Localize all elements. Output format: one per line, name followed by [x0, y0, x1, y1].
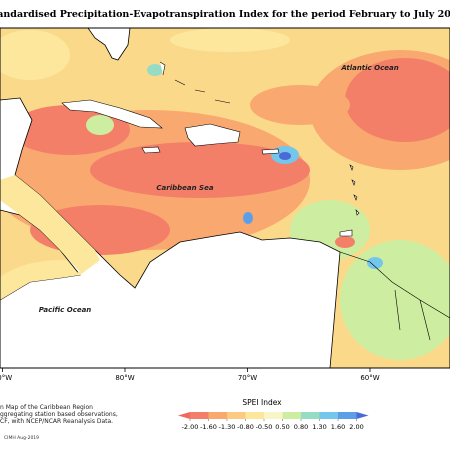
colorbar-label: -2.00 [182, 423, 199, 431]
note: CF, with NCEP/NCAR Reanalysis Data. [0, 418, 113, 425]
colorbar-label: 2.00 [349, 423, 363, 431]
colorbar-segment [208, 412, 227, 419]
colorbar-segment [338, 412, 357, 419]
note: ggregating station based observations, [0, 411, 118, 418]
colorbar-segment [245, 412, 264, 419]
colorbar-arrow [356, 412, 369, 419]
colorbar-label: -1.60 [200, 423, 217, 431]
map-frame [0, 27, 450, 369]
colorbar-segment [190, 412, 209, 419]
lon-label: 70°W [238, 374, 257, 382]
colorbar-segment [227, 412, 246, 419]
colorbar-label: -1.30 [219, 423, 236, 431]
colorbar-label: 0.80 [294, 423, 308, 431]
colorbar-segment [282, 412, 301, 419]
note: n Map of the Caribbean Region [0, 404, 93, 411]
credit: CIMH Aug-2019 [4, 435, 39, 441]
colorbar-arrow [178, 412, 190, 419]
ocean-label: Atlantic Ocean [340, 64, 398, 72]
colorbar-label: 1.30 [312, 423, 326, 431]
title: Standardised Precipitation-Evapotranspir… [0, 9, 450, 20]
colorbar-segment [301, 412, 320, 419]
legend-title: SPEI Index [242, 398, 282, 407]
ocean-label: Pacific Ocean [39, 306, 92, 314]
lon-label: 60°W [360, 374, 379, 382]
colorbar-label: 1.60 [331, 423, 345, 431]
colorbar-segment [264, 412, 283, 419]
lon-label: 90°W [0, 374, 12, 382]
colorbar-label: -0.80 [237, 423, 254, 431]
colorbar-label: 0.50 [275, 423, 289, 431]
map: Atlantic Ocean Caribbean Sea Pacific Oce… [0, 28, 450, 368]
colorbar-segment [319, 412, 338, 419]
sea-label: Caribbean Sea [156, 184, 213, 192]
colorbar-label: -0.50 [256, 423, 273, 431]
lon-label: 80°W [115, 374, 134, 382]
